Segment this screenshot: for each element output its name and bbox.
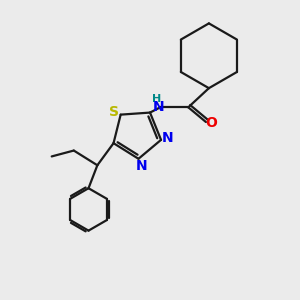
Text: N: N — [153, 100, 165, 114]
Text: S: S — [109, 105, 119, 119]
Text: N: N — [136, 159, 147, 173]
Text: O: O — [205, 116, 217, 130]
Text: H: H — [152, 94, 161, 104]
Text: N: N — [162, 131, 173, 146]
